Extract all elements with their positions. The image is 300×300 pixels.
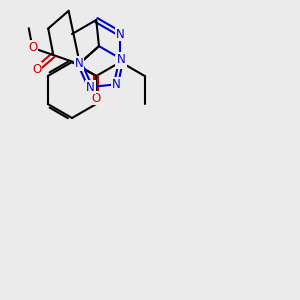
Text: O: O <box>92 92 101 104</box>
Text: O: O <box>28 41 37 54</box>
Text: N: N <box>112 78 120 91</box>
Text: O: O <box>32 63 41 76</box>
Text: N: N <box>117 52 126 66</box>
Text: N: N <box>86 80 94 94</box>
Text: N: N <box>116 56 125 68</box>
Text: N: N <box>116 28 125 40</box>
Text: N: N <box>74 57 83 70</box>
